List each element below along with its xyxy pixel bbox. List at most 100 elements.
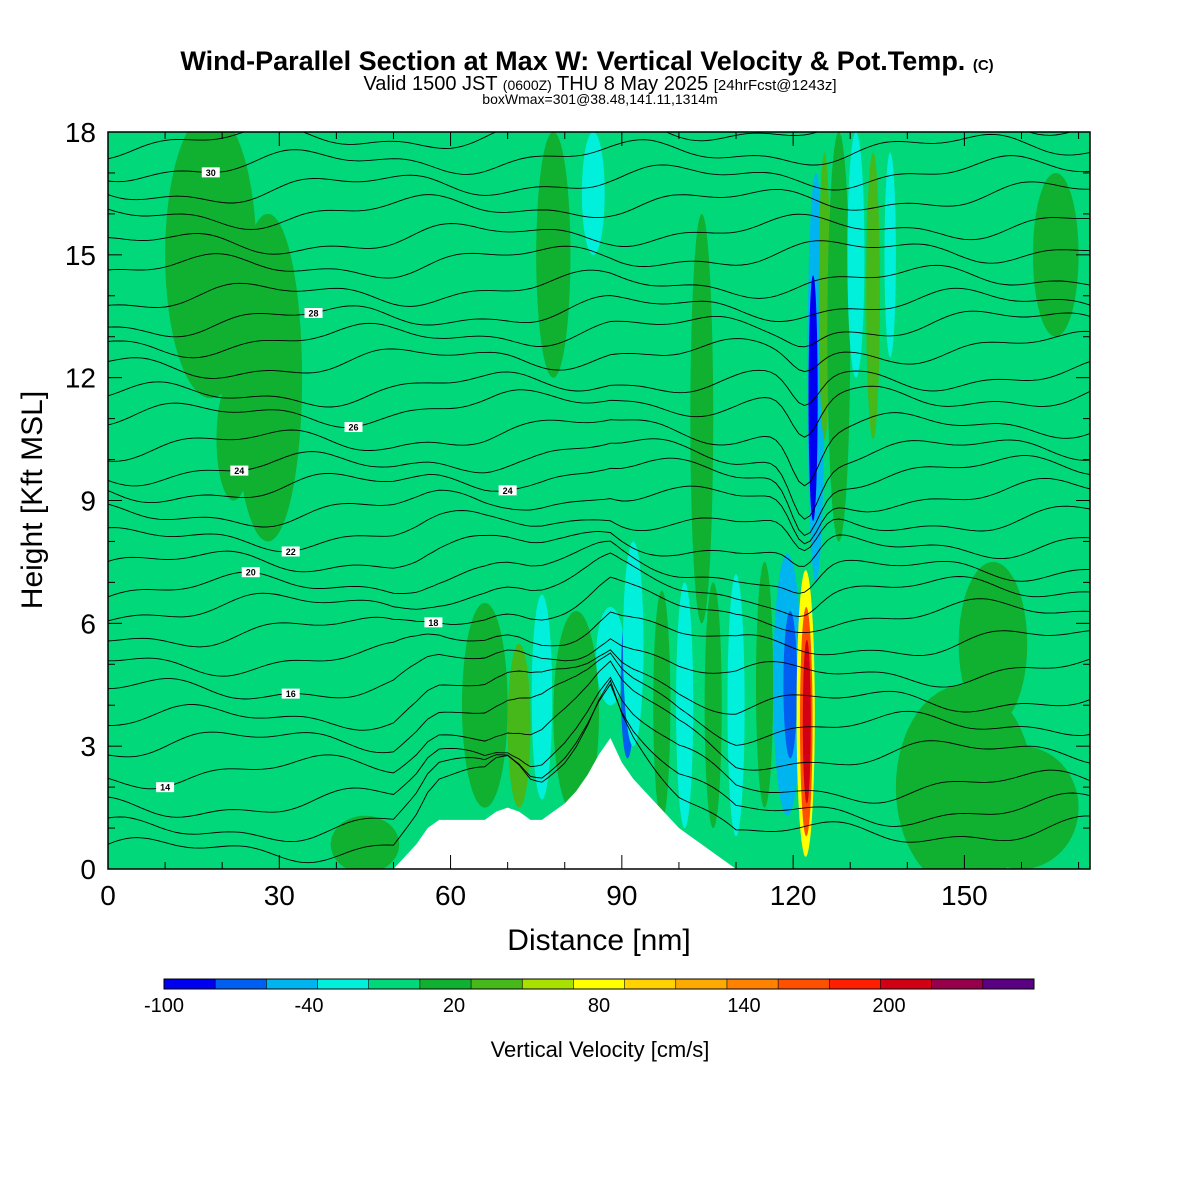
colorbar-swatch [164,979,216,989]
colorbar-label: 140 [727,995,760,1017]
isentrope-line [108,455,1090,537]
colorbar-swatch [266,979,319,989]
isentrope-line [108,385,1090,438]
isentrope-line [108,505,1090,553]
y-tick-label: 12 [65,363,96,394]
colorbar-frame [163,978,1035,990]
y-tick-label: 18 [65,117,96,148]
isentrope-label: 28 [309,309,319,319]
x-tick-label: 60 [435,880,466,911]
colorbar: -100 -40 20 80 140 200 [144,978,1035,1017]
velocity-cell [802,639,811,804]
velocity-cell [581,132,605,255]
y-tick-label: 15 [65,240,96,271]
colorbar-label: -100 [144,995,184,1017]
colorbar-label: -40 [295,995,324,1017]
velocity-cell [622,541,644,747]
colorbar-swatch [675,979,728,989]
isentrope-line [108,264,1090,308]
isentrope-line [108,540,1090,598]
chart-subtitle-2: boxWmax=301@38.48,141.11,1314m [482,91,717,107]
isentrope-line [108,412,1090,487]
colorbar-swatch [368,979,421,989]
velocity-cell [818,152,831,440]
velocity-cell [847,132,865,378]
isentrope-label-bg [424,617,443,628]
x-tick-label: 30 [264,880,295,911]
velocity-cell [827,132,851,542]
isentrope-line [108,438,1090,520]
isentrope-line [108,611,1090,677]
velocity-cell [676,582,694,829]
isentrope-line [108,155,1090,204]
colorbar-swatch [931,979,984,989]
velocity-cell [783,611,798,759]
isentrope-label-bg [304,308,323,319]
colorbar-swatch [624,979,677,989]
y-axis-title: Height [Kft MSL] [16,391,49,609]
colorbar-label: 20 [443,995,465,1017]
isentrope-label: 30 [206,168,216,178]
isentrope-line [108,530,1090,573]
velocity-cell [756,561,774,808]
velocity-cell [461,602,508,808]
isentrope-line [108,649,1090,731]
colorbar-swatch [573,979,626,989]
isentrope-line [108,552,1090,622]
colorbar-swatch [522,979,574,989]
isentrope-line [108,240,1090,279]
isentrope-line [108,287,1090,338]
isentrope-label-bg [241,567,260,578]
isentrope-line [108,660,1090,790]
colorbar-swatch [829,979,881,989]
isentrope-label: 26 [348,423,358,433]
velocity-cell [964,746,1079,869]
copyright-mark: (C) [973,57,994,74]
velocity-cell [233,213,303,542]
isentrope-label: 18 [428,618,438,628]
isentrope-line [108,181,1090,230]
velocity-cell [808,275,818,521]
chart-title: Wind-Parallel Section at Max W: Vertical… [180,46,993,76]
velocity-cell [531,594,553,800]
colorbar-swatch [778,979,830,989]
colorbar-swatch [880,979,933,989]
isentrope-line [108,679,1090,864]
isentrope-label-bg [230,465,249,476]
x-axis-title: Distance [nm] [507,924,690,957]
isentrope-line [108,213,1090,255]
isentrope-line [108,683,1090,843]
colorbar-swatch [726,979,779,989]
velocity-cell [884,152,896,358]
colorbar-swatch [419,979,472,989]
plot-area: 14 16 18 20 22 24 24 26 28 30 [108,132,1090,869]
colorbar-swatch [471,979,523,989]
x-tick-label: 120 [770,880,817,911]
velocity-cell [553,611,599,816]
terrain [108,737,1090,869]
isentrope-line [108,652,1090,758]
x-tick-label: 0 [100,880,116,911]
velocity-cell [1032,172,1079,337]
isentrope-label: 24 [503,486,513,496]
velocity-cell [958,561,1028,726]
velocity-cell [596,606,625,706]
colorbar-swatch [982,979,1035,989]
colorbar-swatch [317,979,370,989]
isentrope-line [108,676,1090,818]
colorbar-swatch [215,979,267,989]
y-tick-label: 0 [80,854,96,885]
isentrope-label-bg [344,422,363,433]
isentrope-label: 16 [286,689,296,699]
isentrope-label-bg [498,485,517,496]
isentrope-label-bg [156,782,175,793]
isentrope-label: 22 [286,547,296,557]
axis-ticks: 0 30 60 90 120 150 0 3 6 9 12 15 18 [65,117,1090,911]
isentrope-label: 20 [246,568,256,578]
isentrope-label: 24 [234,466,244,476]
isentrope-label-bg [281,688,300,699]
isentrope-line [108,477,1090,545]
isentrope-label: 14 [160,783,170,793]
y-tick-label: 3 [80,731,96,762]
